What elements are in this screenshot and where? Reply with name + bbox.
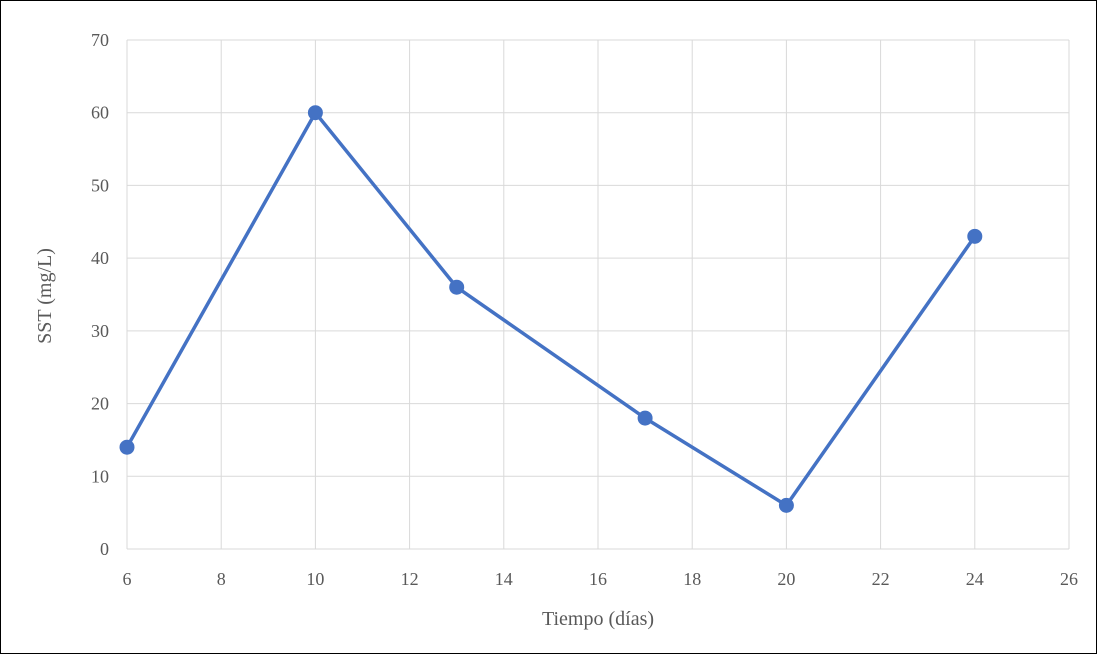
x-tick-label: 26 bbox=[1060, 569, 1078, 589]
y-tick-label: 0 bbox=[100, 539, 109, 559]
y-axis-title: SST (mg/L) bbox=[34, 248, 56, 344]
x-tick-label: 14 bbox=[495, 569, 513, 589]
y-tick-label: 20 bbox=[91, 394, 109, 414]
series-line bbox=[125, 110, 977, 508]
data-point bbox=[449, 279, 465, 295]
series-group bbox=[119, 105, 983, 513]
x-tick-label: 6 bbox=[123, 569, 132, 589]
data-point bbox=[967, 228, 983, 244]
x-tick-label: 24 bbox=[966, 569, 984, 589]
y-tick-label: 10 bbox=[91, 466, 109, 486]
horizontal-gridlines bbox=[127, 39, 1069, 477]
data-point bbox=[119, 439, 135, 455]
y-tick-label: 60 bbox=[91, 103, 109, 123]
vertical-gridlines bbox=[220, 40, 1070, 549]
y-tick-label: 70 bbox=[91, 30, 109, 50]
x-tick-label: 12 bbox=[401, 569, 419, 589]
x-tick-label: 10 bbox=[306, 569, 324, 589]
x-axis-title: Tiempo (días) bbox=[542, 608, 654, 630]
x-tick-label: 16 bbox=[589, 569, 607, 589]
x-tick-label: 22 bbox=[872, 569, 890, 589]
x-axis-line-group bbox=[126, 40, 1069, 550]
data-point bbox=[307, 105, 323, 121]
y-tick-label: 50 bbox=[91, 175, 109, 195]
y-tick-labels: 0 10 20 30 40 50 60 70 bbox=[91, 30, 109, 559]
y-tick-label: 40 bbox=[91, 248, 109, 268]
x-tick-label: 18 bbox=[683, 569, 701, 589]
x-tick-label: 20 bbox=[777, 569, 795, 589]
y-tick-label: 30 bbox=[91, 321, 109, 341]
data-point bbox=[778, 497, 794, 513]
x-tick-label: 8 bbox=[217, 569, 226, 589]
data-point bbox=[637, 410, 653, 426]
x-tick-labels: 6 8 10 12 14 16 18 20 22 24 26 bbox=[123, 569, 1079, 589]
